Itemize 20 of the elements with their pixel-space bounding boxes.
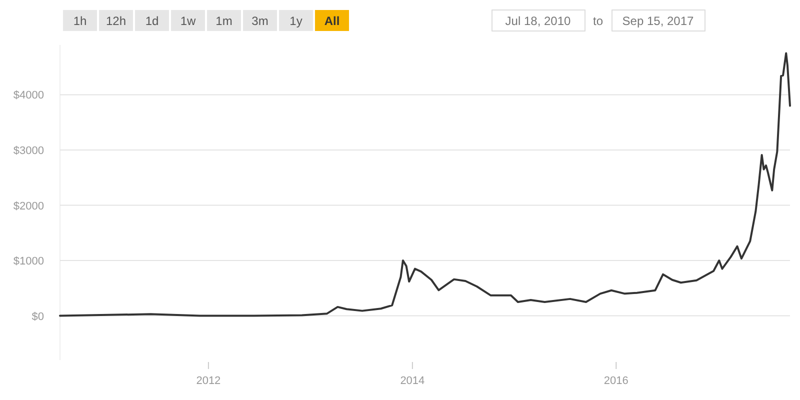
range-button: 1m xyxy=(207,10,241,31)
text: to xyxy=(592,14,604,28)
range-button: 1w xyxy=(171,10,205,31)
range-button: 1y xyxy=(279,10,313,31)
x-tick-label: 2014 xyxy=(400,375,425,387)
y-tick-label: $3000 xyxy=(13,145,44,157)
x-tick-label: 2016 xyxy=(604,375,628,387)
range-button: All xyxy=(315,10,349,31)
x-tick-label: 2012 xyxy=(196,375,221,387)
y-tick-label: $1000 xyxy=(13,256,44,268)
range-button: 1h xyxy=(63,10,97,31)
date-field: Jul 18, 2010 xyxy=(492,10,586,32)
line-series xyxy=(59,52,791,317)
range-button: 3m xyxy=(243,10,277,31)
y-tick-label: $2000 xyxy=(13,200,44,212)
y-tick-label: $4000 xyxy=(13,90,44,102)
range-button: 12h xyxy=(99,10,133,31)
y-tick-label: $0 xyxy=(32,310,44,323)
date-field: Sep 15, 2017 xyxy=(612,10,706,32)
range-button: 1d xyxy=(135,10,169,31)
